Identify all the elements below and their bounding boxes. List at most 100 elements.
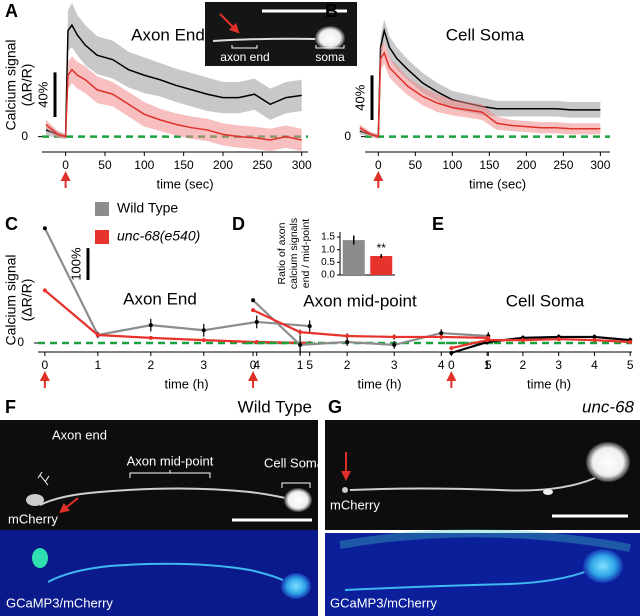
point bbox=[592, 334, 597, 339]
point bbox=[345, 333, 350, 338]
x-tick-label: 100 bbox=[134, 158, 154, 172]
x-tick-label: 3 bbox=[200, 358, 207, 372]
panel-label: A bbox=[5, 1, 18, 21]
series-line bbox=[359, 51, 601, 138]
point bbox=[148, 335, 153, 340]
point bbox=[439, 331, 444, 336]
point bbox=[392, 342, 397, 347]
point bbox=[520, 338, 525, 343]
x-tick-label: 200 bbox=[213, 158, 233, 172]
x-tick-label: 50 bbox=[409, 158, 423, 172]
panel-label: G bbox=[328, 397, 342, 417]
panel-label: B bbox=[325, 1, 338, 21]
micrograph-g: G unc-68 mCherry GCaMP3/mCherry bbox=[325, 397, 640, 616]
point bbox=[251, 308, 256, 313]
channel-label: mCherry bbox=[330, 497, 380, 512]
panel-label: F bbox=[5, 397, 16, 417]
scale-bar-label: 40% bbox=[352, 84, 367, 110]
series-line bbox=[252, 299, 489, 347]
point bbox=[254, 340, 259, 345]
x-tick-label: 5 bbox=[306, 358, 313, 372]
point bbox=[449, 350, 454, 355]
x-tick-label: 5 bbox=[485, 358, 492, 372]
point bbox=[485, 338, 490, 343]
point bbox=[345, 340, 350, 345]
x-tick-label: 3 bbox=[391, 358, 398, 372]
x-tick-label: 50 bbox=[98, 158, 112, 172]
bar bbox=[342, 240, 365, 275]
image-title: unc-68 bbox=[582, 397, 635, 416]
series-line bbox=[44, 289, 310, 345]
scale-bar-label: 40% bbox=[35, 81, 50, 107]
x-tick-label: 2 bbox=[147, 358, 154, 372]
point bbox=[449, 346, 454, 351]
bar bbox=[370, 256, 393, 275]
point bbox=[439, 334, 444, 339]
error-band bbox=[45, 56, 302, 152]
legend-label: unc-68(e540) bbox=[117, 228, 200, 244]
x-tick-label: 300 bbox=[292, 158, 312, 172]
chart-title: Axon End bbox=[131, 25, 205, 44]
legend-swatch bbox=[95, 230, 109, 244]
series-line bbox=[43, 227, 310, 337]
y-tick-label: 0.5 bbox=[321, 257, 335, 268]
inset-label: axon end bbox=[220, 50, 269, 64]
channel-label: GCaMP3/mCherry bbox=[330, 595, 437, 610]
error-band bbox=[45, 2, 302, 139]
y-tick-label: 0 bbox=[21, 129, 28, 143]
y-axis-label: (ΔR/R) bbox=[19, 64, 35, 107]
series-line bbox=[45, 23, 302, 138]
y-axis-label: Calcium signal bbox=[3, 254, 19, 345]
x-tick-label: 2 bbox=[344, 358, 351, 372]
x-axis-label: time (sec) bbox=[156, 176, 213, 191]
y-axis-label: Calcium signal bbox=[3, 39, 19, 130]
image-title: Wild Type bbox=[238, 397, 312, 416]
point bbox=[298, 330, 303, 335]
chart-title: Axon End bbox=[123, 289, 197, 308]
x-tick-label: 1 bbox=[297, 358, 304, 372]
series-line bbox=[45, 68, 302, 141]
inset-label: soma bbox=[315, 50, 345, 64]
x-tick-label: 4 bbox=[591, 358, 598, 372]
y-tick-label: 0 bbox=[344, 129, 351, 143]
x-axis-label: time (sec) bbox=[469, 176, 526, 191]
series-line bbox=[252, 309, 489, 339]
x-tick-label: 0 bbox=[375, 158, 382, 172]
y-axis-label: (ΔR/R) bbox=[19, 279, 35, 322]
x-tick-label: 300 bbox=[590, 158, 610, 172]
legend-swatch bbox=[95, 202, 109, 216]
inset-micrograph: axon end soma bbox=[205, 2, 357, 66]
point bbox=[556, 337, 561, 342]
x-tick-label: 0 bbox=[448, 358, 455, 372]
x-tick-label: 250 bbox=[553, 158, 573, 172]
chart-title: Cell Soma bbox=[506, 291, 585, 310]
x-tick-label: 0 bbox=[62, 158, 69, 172]
image-label: Cell Soma bbox=[264, 455, 325, 470]
chart-title: Axon mid-point bbox=[303, 291, 417, 310]
legend-label: Wild Type bbox=[117, 200, 178, 216]
point bbox=[42, 288, 47, 293]
channel-label: mCherry bbox=[8, 511, 58, 526]
point bbox=[628, 340, 633, 345]
y-axis-label: calcium signals bbox=[288, 218, 300, 289]
panel-label: C bbox=[5, 214, 18, 234]
y-tick-label: 0.0 bbox=[321, 270, 335, 281]
point bbox=[201, 328, 206, 333]
series-line bbox=[451, 338, 631, 350]
point bbox=[307, 324, 312, 329]
scale-bar-label: 100% bbox=[68, 247, 83, 281]
point bbox=[298, 342, 303, 347]
point bbox=[42, 226, 47, 231]
panel-label: E bbox=[432, 214, 444, 234]
x-tick-label: 0 bbox=[250, 358, 257, 372]
x-tick-label: 200 bbox=[516, 158, 536, 172]
x-tick-label: 250 bbox=[252, 158, 272, 172]
image-label: Axon mid-point bbox=[127, 453, 214, 468]
point bbox=[251, 298, 256, 303]
y-tick-label: 1.5 bbox=[321, 232, 335, 243]
y-tick-label: 0 bbox=[17, 335, 24, 349]
x-tick-label: 150 bbox=[479, 158, 499, 172]
channel-label: GCaMP3/mCherry bbox=[6, 595, 113, 610]
x-axis-label: time (h) bbox=[357, 376, 401, 391]
